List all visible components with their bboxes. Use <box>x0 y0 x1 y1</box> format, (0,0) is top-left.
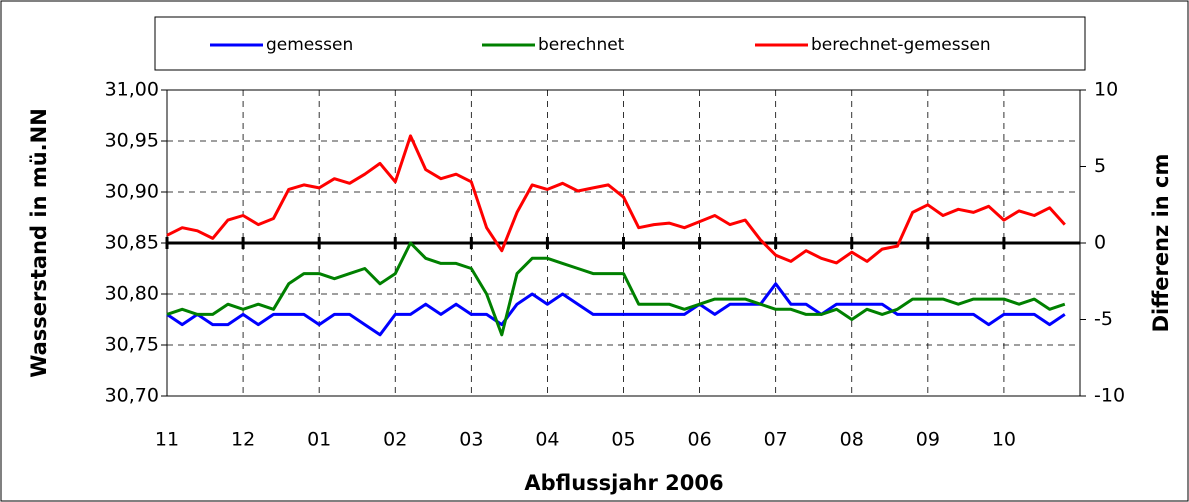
x-tick-label: 01 <box>307 429 331 451</box>
y2-tick-label: 0 <box>1094 232 1106 254</box>
x-tick-label: 02 <box>383 429 407 451</box>
y-tick-label: 30,95 <box>105 130 159 152</box>
y2-tick-label: 10 <box>1094 79 1118 101</box>
legend-label: gemessen <box>266 35 353 55</box>
series-line <box>166 241 1066 337</box>
y-tick-label: 30,75 <box>105 334 159 356</box>
x-tick-label: 11 <box>155 429 179 451</box>
x-tick-label: 09 <box>916 429 940 451</box>
series-line <box>166 134 1066 265</box>
x-axis-title: Abflussjahr 2006 <box>524 471 723 495</box>
series-line <box>166 282 1066 337</box>
y2-tick-label: -5 <box>1094 308 1113 330</box>
y-tick-label: 30,90 <box>105 181 159 203</box>
y-tick-label: 30,80 <box>105 283 159 305</box>
y-tick-label: 30,70 <box>105 385 159 407</box>
legend-label: berechnet-gemessen <box>811 35 991 55</box>
y-tick-label: 30,85 <box>105 232 159 254</box>
y2-axis-title: Differenz in cm <box>1149 154 1173 333</box>
x-tick-label: 04 <box>535 429 559 451</box>
x-tick-label: 07 <box>764 429 788 451</box>
x-tick-label: 10 <box>992 429 1016 451</box>
x-tick-label: 08 <box>840 429 864 451</box>
y-axis-title: Wasserstand in mü.NN <box>27 108 51 378</box>
x-tick-label: 05 <box>611 429 635 451</box>
y2-tick-label: 5 <box>1094 155 1106 177</box>
y2-tick-label: -10 <box>1094 385 1125 407</box>
legend-label: berechnet <box>538 35 625 55</box>
x-tick-label: 12 <box>231 429 255 451</box>
x-tick-label: 03 <box>459 429 483 451</box>
legend-box <box>154 16 1086 71</box>
y-tick-label: 31,00 <box>105 79 159 101</box>
x-tick-label: 06 <box>687 429 711 451</box>
